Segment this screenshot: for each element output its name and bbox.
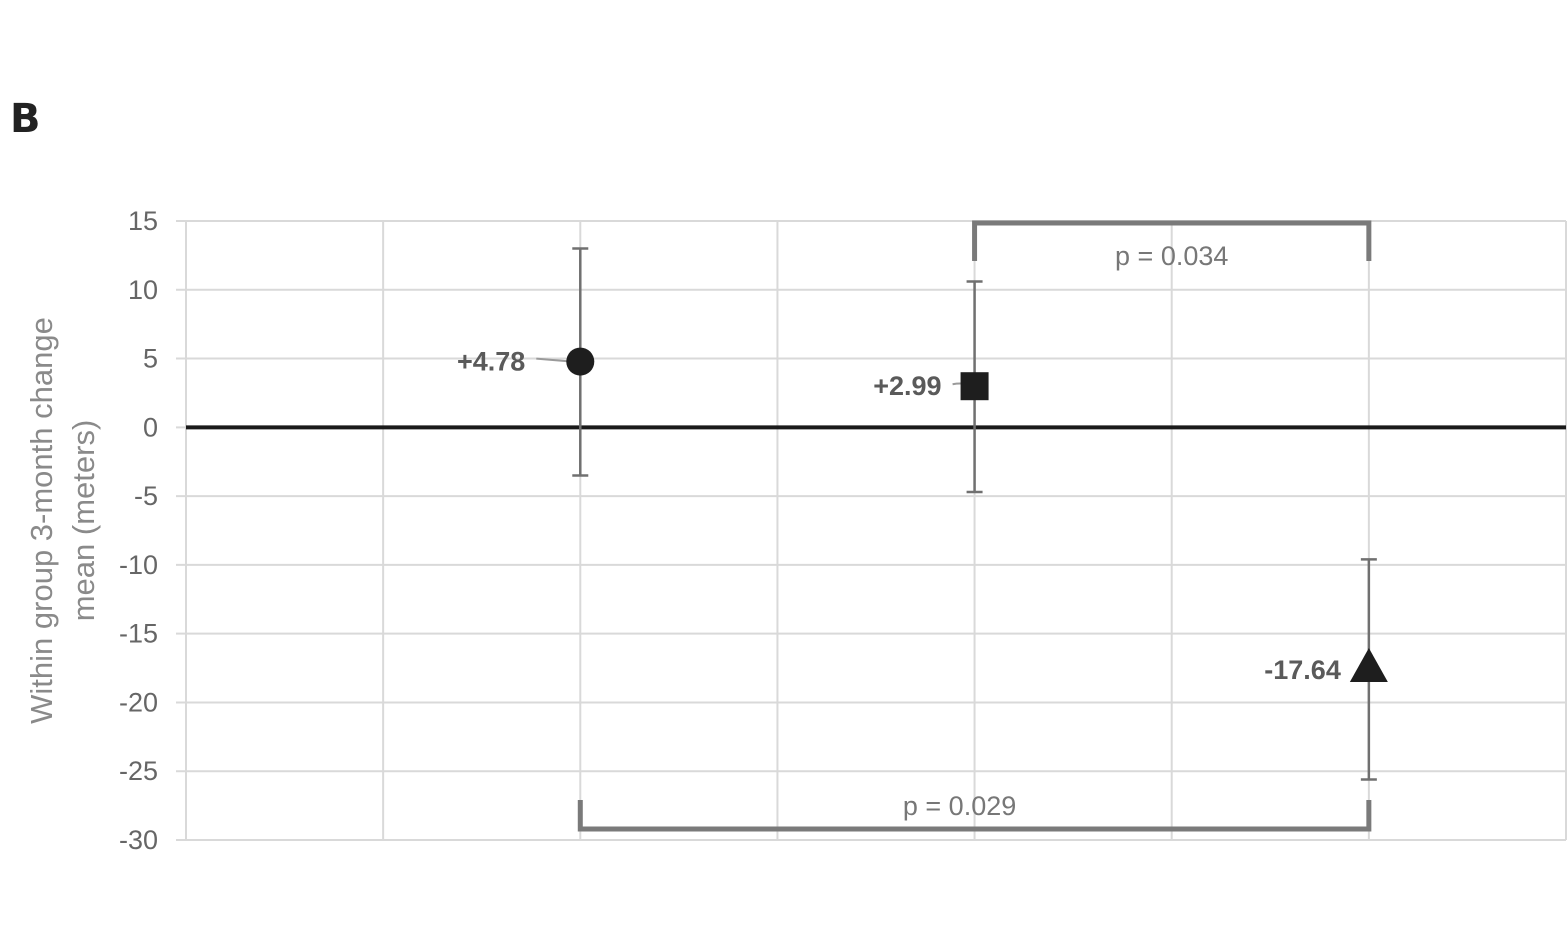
y-tick-label: 15 [128, 206, 158, 236]
y-tick-label: 10 [128, 275, 158, 305]
y-tick-label: -30 [119, 825, 158, 855]
data-label: -17.64 [1264, 655, 1341, 685]
data-points: +4.78 +2.99 -17.64 [457, 247, 1388, 781]
y-tick-label: -25 [119, 756, 158, 786]
comparison-bracket [577, 800, 1372, 832]
y-tick-label: -5 [134, 481, 158, 511]
marker-triangle [1349, 647, 1388, 682]
marker-square [960, 372, 989, 401]
y-tick-label: 0 [143, 412, 158, 442]
y-axis-label-line: Within group 3-month change [24, 317, 59, 724]
y-tick-label: 5 [143, 344, 158, 374]
y-tick-label: -20 [119, 687, 158, 717]
comparison-bracket [972, 220, 1372, 261]
marker-circle [566, 347, 595, 376]
p-value-label: p = 0.029 [903, 791, 1016, 821]
y-axis-label-line: mean (meters) [66, 420, 101, 622]
data-label: +4.78 [457, 347, 525, 377]
comparison-brackets: p = 0.034 p = 0.029 [577, 220, 1372, 832]
y-axis-label: Within group 3-month change mean (meters) [24, 317, 101, 724]
y-axis-ticks: 15 10 5 0 -5 -10 -15 -20 -25 -30 [119, 206, 158, 855]
p-value-label: p = 0.034 [1115, 241, 1228, 271]
panel-label: B [10, 96, 41, 142]
y-tick-label: -10 [119, 550, 158, 580]
grid [176, 220, 1567, 841]
leader-line [536, 357, 573, 363]
data-label: +2.99 [873, 371, 941, 401]
y-tick-label: -15 [119, 619, 158, 649]
